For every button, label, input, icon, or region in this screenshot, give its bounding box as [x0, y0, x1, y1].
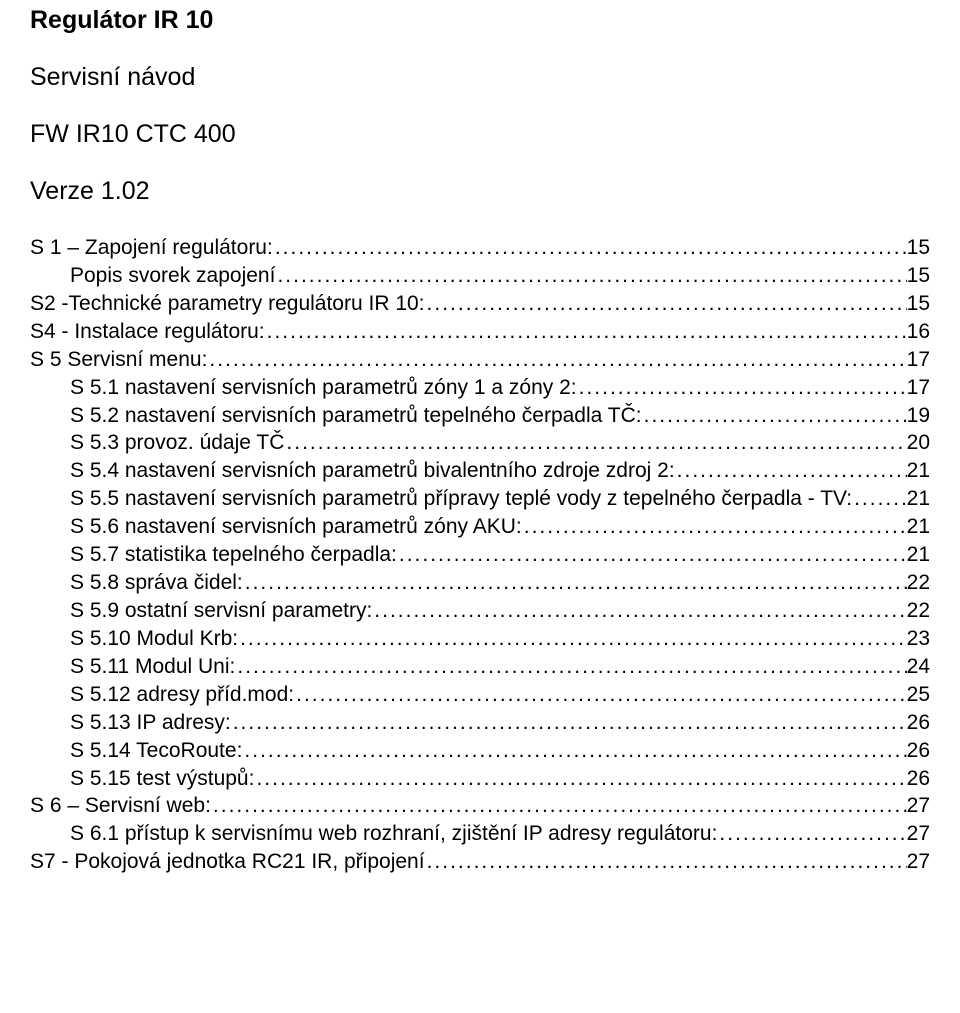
toc-entry-label: S 5.12 adresy příd.mod: — [70, 681, 294, 709]
doc-subtitle-3: Verze 1.02 — [30, 177, 930, 206]
toc-entry-page: 15 — [907, 262, 930, 290]
toc-entry: S 5.11 Modul Uni: 24 — [30, 653, 930, 681]
toc-entry: S 5.10 Modul Krb: 23 — [30, 625, 930, 653]
toc-entry-page: 23 — [907, 625, 930, 653]
toc-leader-dots — [275, 262, 906, 290]
toc-entry: S 5.7 statistika tepelného čerpadla: 21 — [30, 541, 930, 569]
toc-entry-page: 19 — [907, 402, 930, 430]
toc-entry: S 6 – Servisní web: 27 — [30, 792, 930, 820]
toc-leader-dots — [425, 290, 907, 318]
toc-entry: S 5.15 test výstupů: 26 — [30, 765, 930, 793]
toc-entry-label: S 5.2 nastavení servisních parametrů tep… — [70, 402, 642, 430]
toc-entry-page: 15 — [907, 234, 930, 262]
toc-entry-label: S 1 – Zapojení regulátoru: — [30, 234, 273, 262]
toc-leader-dots — [642, 402, 907, 430]
toc-leader-dots — [273, 234, 907, 262]
toc-entry-page: 27 — [907, 792, 930, 820]
toc-leader-dots — [717, 820, 906, 848]
toc-entry: S4 - Instalace regulátoru: 16 — [30, 318, 930, 346]
toc-entry-label: S 5.7 statistika tepelného čerpadla: — [70, 541, 397, 569]
toc-leader-dots — [231, 709, 907, 737]
toc-leader-dots — [238, 625, 907, 653]
toc-entry-page: 21 — [907, 541, 930, 569]
doc-title: Regulátor IR 10 — [30, 6, 930, 35]
toc-entry: S 5.1 nastavení servisních parametrů zón… — [30, 374, 930, 402]
doc-subtitle-2: FW IR10 CTC 400 — [30, 120, 930, 149]
toc-entry-page: 21 — [907, 485, 930, 513]
toc-entry-page: 20 — [907, 429, 930, 457]
toc-leader-dots — [294, 681, 907, 709]
toc-entry-label: S 5.9 ostatní servisní parametry: — [70, 597, 372, 625]
toc-leader-dots — [242, 737, 906, 765]
toc-entry-label: S 5.6 nastavení servisních parametrů zón… — [70, 513, 522, 541]
toc-entry-label: S2 -Technické parametry regulátoru IR 10… — [30, 290, 425, 318]
toc-leader-dots — [522, 513, 907, 541]
doc-subtitle-1: Servisní návod — [30, 63, 930, 92]
toc-entry: S 5.14 TecoRoute: 26 — [30, 737, 930, 765]
toc-entry: S 5.4 nastavení servisních parametrů biv… — [30, 457, 930, 485]
toc-entry-label: S4 - Instalace regulátoru: — [30, 318, 265, 346]
toc-entry: S 5 Servisní menu: 17 — [30, 346, 930, 374]
toc-leader-dots — [235, 653, 906, 681]
toc-entry: S 5.6 nastavení servisních parametrů zón… — [30, 513, 930, 541]
toc-entry-page: 26 — [907, 709, 930, 737]
toc-entry-label: Popis svorek zapojení — [70, 262, 275, 290]
toc-entry-label: S 5.13 IP adresy: — [70, 709, 231, 737]
document-page: Regulátor IR 10 Servisní návod FW IR10 C… — [0, 0, 960, 906]
toc-leader-dots — [211, 792, 907, 820]
toc-entry-label: S 6.1 přístup k servisnímu web rozhraní,… — [70, 820, 717, 848]
toc-leader-dots — [425, 848, 907, 876]
toc-leader-dots — [207, 346, 906, 374]
toc-entry-page: 17 — [907, 374, 930, 402]
toc-entry: S 1 – Zapojení regulátoru: 15 — [30, 234, 930, 262]
toc-entry-label: S 5.14 TecoRoute: — [70, 737, 242, 765]
toc-entry: S 5.8 správa čidel: 22 — [30, 569, 930, 597]
toc-entry-page: 26 — [907, 765, 930, 793]
toc-entry-page: 27 — [907, 820, 930, 848]
toc-entry-label: S 5.4 nastavení servisních parametrů biv… — [70, 457, 675, 485]
toc-entry: S 5.12 adresy příd.mod: 25 — [30, 681, 930, 709]
toc-entry-label: S 5.3 provoz. údaje TČ — [70, 429, 284, 457]
toc-entry-page: 21 — [907, 457, 930, 485]
toc-entry-page: 22 — [907, 569, 930, 597]
toc-entry-page: 22 — [907, 597, 930, 625]
toc-entry-label: S7 - Pokojová jednotka RC21 IR, připojen… — [30, 848, 425, 876]
toc-entry: S 6.1 přístup k servisnímu web rozhraní,… — [30, 820, 930, 848]
toc-leader-dots — [265, 318, 907, 346]
toc-entry: S 5.5 nastavení servisních parametrů pří… — [30, 485, 930, 513]
toc-leader-dots — [675, 457, 907, 485]
toc-entry-page: 27 — [907, 848, 930, 876]
toc-entry-label: S 5.1 nastavení servisních parametrů zón… — [70, 374, 577, 402]
toc-leader-dots — [577, 374, 907, 402]
toc-entry: S 5.13 IP adresy: 26 — [30, 709, 930, 737]
toc-entry: S7 - Pokojová jednotka RC21 IR, připojen… — [30, 848, 930, 876]
toc-entry-page: 21 — [907, 513, 930, 541]
toc-entry-label: S 5.15 test výstupů: — [70, 765, 254, 793]
toc-entry: S2 -Technické parametry regulátoru IR 10… — [30, 290, 930, 318]
toc-entry-label: S 5.8 správa čidel: — [70, 569, 243, 597]
toc-entry-label: S 5.11 Modul Uni: — [70, 653, 235, 681]
toc-entry-label: S 5.5 nastavení servisních parametrů pří… — [70, 485, 852, 513]
toc-entry-page: 26 — [907, 737, 930, 765]
toc-leader-dots — [372, 597, 906, 625]
toc-entry: S 5.9 ostatní servisní parametry: 22 — [30, 597, 930, 625]
toc-entry-page: 24 — [907, 653, 930, 681]
toc-leader-dots — [284, 429, 906, 457]
toc-entry: S 5.3 provoz. údaje TČ 20 — [30, 429, 930, 457]
toc-entry-page: 16 — [907, 318, 930, 346]
table-of-contents: S 1 – Zapojení regulátoru:15Popis svorek… — [30, 234, 930, 876]
toc-entry-page: 15 — [907, 290, 930, 318]
toc-entry: S 5.2 nastavení servisních parametrů tep… — [30, 402, 930, 430]
toc-entry-page: 25 — [907, 681, 930, 709]
toc-leader-dots — [254, 765, 906, 793]
toc-entry-label: S 5 Servisní menu: — [30, 346, 207, 374]
toc-entry-label: S 6 – Servisní web: — [30, 792, 211, 820]
toc-entry-label: S 5.10 Modul Krb: — [70, 625, 238, 653]
toc-entry-page: 17 — [907, 346, 930, 374]
toc-leader-dots — [397, 541, 907, 569]
toc-leader-dots — [243, 569, 907, 597]
toc-leader-dots — [852, 485, 907, 513]
toc-entry: Popis svorek zapojení 15 — [30, 262, 930, 290]
